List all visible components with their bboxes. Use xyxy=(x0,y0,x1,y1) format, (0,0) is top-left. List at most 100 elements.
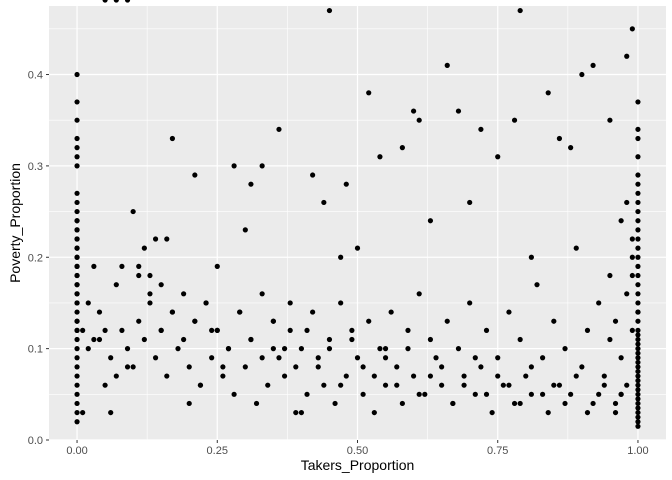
data-point xyxy=(259,163,265,169)
data-point xyxy=(517,336,523,343)
data-point xyxy=(618,218,624,224)
data-point xyxy=(444,318,450,324)
data-point xyxy=(635,378,641,384)
data-point xyxy=(511,117,518,123)
data-point xyxy=(635,391,641,397)
data-point xyxy=(231,391,237,397)
data-point xyxy=(169,309,175,315)
data-point xyxy=(74,163,80,169)
data-point xyxy=(164,236,170,242)
data-point xyxy=(416,291,422,297)
data-point xyxy=(214,327,220,333)
data-point xyxy=(590,400,596,407)
data-point xyxy=(635,387,641,393)
data-point xyxy=(147,300,153,306)
data-point xyxy=(209,327,215,333)
data-point xyxy=(136,263,142,269)
data-point xyxy=(293,364,299,370)
data-point xyxy=(293,409,299,416)
data-point xyxy=(80,327,86,333)
data-point xyxy=(91,336,97,343)
data-point xyxy=(635,318,641,324)
data-point xyxy=(562,346,568,352)
data-point xyxy=(74,318,80,324)
data-point xyxy=(349,336,355,343)
y-axis-title: Poverty_Proportion xyxy=(7,163,23,283)
data-point xyxy=(74,419,80,425)
data-point xyxy=(607,272,613,279)
data-point xyxy=(315,364,321,370)
data-point xyxy=(74,245,80,251)
data-point xyxy=(405,346,411,352)
data-point xyxy=(635,227,641,233)
data-point xyxy=(540,355,546,361)
data-point xyxy=(612,400,619,407)
data-point xyxy=(545,90,551,96)
data-point xyxy=(478,364,484,370)
y-tick-label: 0.4 xyxy=(28,70,43,82)
data-point xyxy=(74,236,80,242)
data-point xyxy=(74,391,80,397)
data-point xyxy=(629,236,635,242)
data-point xyxy=(416,117,422,123)
data-point xyxy=(635,172,641,178)
data-point xyxy=(315,355,321,361)
data-point xyxy=(635,405,641,411)
data-point xyxy=(635,99,641,105)
data-point xyxy=(304,327,310,333)
data-point xyxy=(298,409,305,416)
data-point xyxy=(624,199,630,206)
data-point xyxy=(91,263,97,269)
data-point xyxy=(74,409,80,416)
data-point xyxy=(220,373,226,379)
y-tick-label: 0.1 xyxy=(28,344,43,356)
data-point xyxy=(366,90,372,96)
data-point xyxy=(612,318,619,324)
data-point xyxy=(388,309,394,315)
y-axis: 0.0 0.1 0.2 0.3 0.4 xyxy=(28,70,49,447)
data-point xyxy=(113,0,119,3)
data-point xyxy=(635,364,641,370)
data-point xyxy=(635,272,641,279)
data-point xyxy=(635,190,641,196)
data-point xyxy=(596,300,602,306)
data-point xyxy=(354,355,361,361)
data-point xyxy=(259,355,265,361)
data-point xyxy=(74,300,80,306)
data-point xyxy=(635,254,641,260)
data-point xyxy=(326,7,333,14)
data-point xyxy=(422,391,428,397)
data-point xyxy=(635,291,641,297)
data-point xyxy=(354,245,361,251)
data-point xyxy=(377,346,383,352)
data-point xyxy=(276,355,282,361)
data-point xyxy=(416,391,422,397)
data-point xyxy=(635,336,641,343)
data-point xyxy=(635,263,641,269)
data-point xyxy=(528,254,534,260)
data-point xyxy=(242,364,248,370)
data-point xyxy=(635,327,641,333)
x-axis-title: Takers_Proportion xyxy=(301,457,415,473)
data-point xyxy=(427,336,434,343)
data-point xyxy=(601,373,607,379)
data-point xyxy=(478,126,484,132)
data-point xyxy=(371,373,377,379)
data-point xyxy=(556,382,563,388)
data-point xyxy=(635,396,641,402)
data-point xyxy=(225,346,232,352)
data-point xyxy=(624,53,630,59)
x-tick-label: 0.75 xyxy=(487,445,508,457)
data-point xyxy=(635,135,641,142)
data-point xyxy=(270,346,276,352)
data-point xyxy=(186,364,192,370)
data-point xyxy=(192,172,198,178)
data-point xyxy=(141,336,147,343)
data-point xyxy=(74,154,80,160)
data-point xyxy=(287,300,293,306)
data-point xyxy=(506,382,512,388)
data-point xyxy=(624,382,630,388)
data-point xyxy=(635,245,641,251)
x-axis: 0.00 0.25 0.50 0.75 1.00 xyxy=(66,440,649,457)
